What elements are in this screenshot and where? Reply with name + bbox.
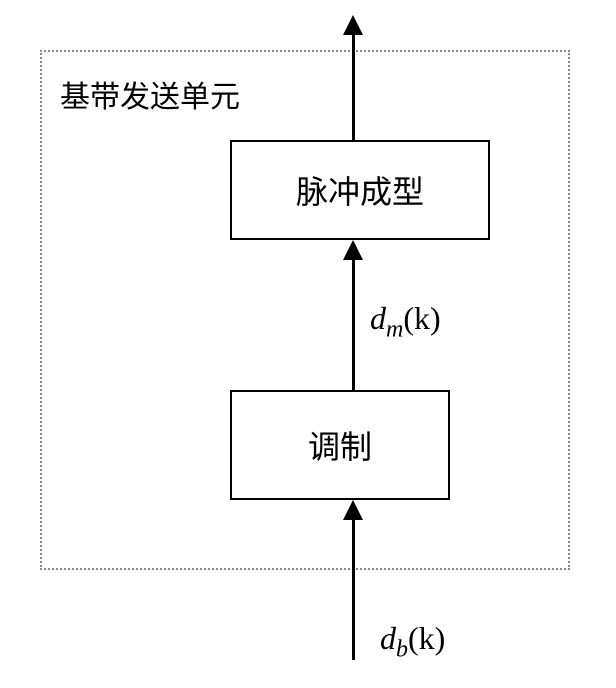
signal-dm-label: dm(k) (370, 300, 441, 343)
signal-dm-sub: m (386, 316, 403, 342)
modulation-label: 调制 (308, 422, 372, 468)
signal-db-label: db(k) (380, 620, 445, 663)
pulse-shaping-label: 脉冲成型 (296, 167, 424, 213)
arrow-bottom-line (352, 520, 355, 660)
arrow-middle-head (343, 240, 363, 260)
arrow-middle-line (352, 260, 355, 390)
arrow-top-line (352, 35, 355, 140)
pulse-shaping-block: 脉冲成型 (230, 140, 490, 240)
signal-db-base: d (380, 620, 396, 656)
signal-db-sub: b (396, 636, 408, 662)
arrow-top-head (343, 15, 363, 35)
signal-dm-base: d (370, 300, 386, 336)
signal-db-arg: (k) (408, 620, 445, 656)
signal-dm-arg: (k) (403, 300, 440, 336)
baseband-unit-label: 基带发送单元 (60, 72, 240, 116)
arrow-bottom-head (343, 500, 363, 520)
modulation-block: 调制 (230, 390, 450, 500)
